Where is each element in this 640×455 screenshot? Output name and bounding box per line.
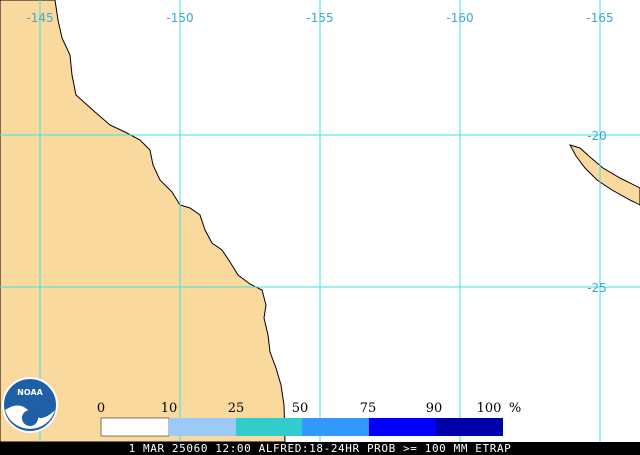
graticule [0,0,640,442]
legend-swatch [436,418,503,436]
logo-dot [22,410,38,426]
new-caledonia-land [568,144,640,206]
latitude-label: -25 [587,281,607,295]
legend-label: 90 [426,401,443,416]
longitude-label: -150 [166,11,193,25]
caption: 1 MAR 25060 12:00 ALFRED:18-24HR PROB >=… [129,442,512,455]
legend-swatch [169,418,236,436]
longitude-label: -155 [306,11,333,25]
longitude-label: -160 [446,11,473,25]
logo-text: NOAA [17,388,43,397]
legend-label: 50 [292,401,309,416]
latitude-label: -20 [587,129,607,143]
legend-label: 0 [97,401,105,416]
legend: 0 10 25 50 75 90 100 % [97,401,521,437]
longitude-label: -145 [26,11,53,25]
legend-label: 75 [360,401,377,416]
noaa-logo: NOAA [2,377,58,433]
legend-swatch [236,418,302,436]
legend-label: 100 [477,401,502,416]
legend-swatch [369,418,436,436]
caption-bar [0,442,640,455]
longitude-label: -165 [586,11,613,25]
legend-swatch [302,418,369,436]
legend-unit: % [509,401,521,416]
australia-land [0,0,286,443]
legend-label: 10 [161,401,178,416]
legend-label: 25 [228,401,245,416]
legend-swatch [100,417,170,437]
